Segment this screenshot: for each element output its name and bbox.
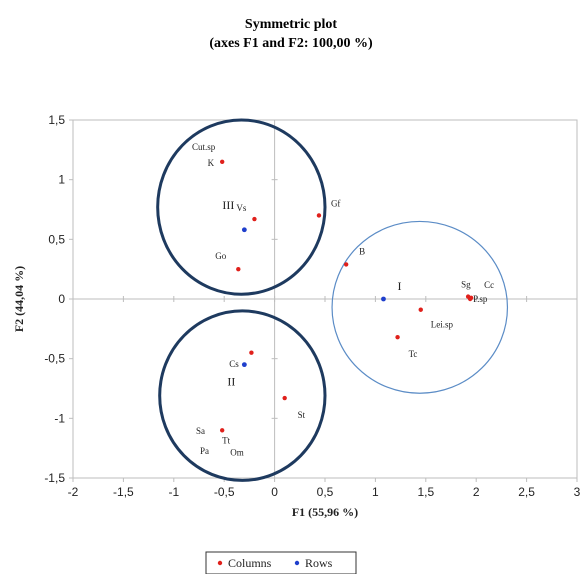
- y-tick-label: 1: [58, 173, 65, 187]
- point-label: K: [208, 158, 215, 168]
- x-tick-label: -0,5: [214, 485, 235, 499]
- cluster-ellipse: [331, 220, 509, 394]
- columns-point: [343, 262, 349, 267]
- point-label: Cut.sp: [192, 142, 216, 152]
- x-tick-label: 2: [473, 485, 480, 499]
- chart-subtitle: (axes F1 and F2: 100,00 %): [209, 36, 373, 51]
- axes-group: -2 -1,5 -1 -0,5 0 0,5 1 1,5 2 2,5 3-1,5-1-0,500,51…: [44, 113, 580, 499]
- legend-box: [205, 551, 357, 574]
- x-tick-label: 1: [372, 485, 379, 499]
- legend-rows-label: Rows: [305, 556, 333, 570]
- columns-point: [236, 266, 241, 272]
- x-tick-label: 1,5: [417, 485, 434, 499]
- columns-point: [467, 296, 473, 302]
- legend-columns-label: Columns: [228, 556, 272, 570]
- rows-point: [381, 296, 386, 302]
- columns-point: [418, 307, 423, 312]
- point-label: Pa: [200, 446, 209, 456]
- x-tick-label: -1,5: [113, 485, 134, 499]
- cluster-ellipse: [158, 309, 327, 482]
- legend-rows-marker: [294, 560, 300, 566]
- y-tick-label: -1,5: [44, 471, 65, 485]
- point-label: Sg: [461, 280, 471, 290]
- columns-point: [282, 395, 287, 401]
- y-tick-label: 0,5: [48, 232, 65, 246]
- columns-point: [219, 428, 225, 433]
- x-axis-label: F1 (55,96 %): [292, 505, 358, 519]
- point-label: St: [298, 410, 306, 420]
- columns-point: [395, 334, 400, 340]
- point-label: Lei.sp: [431, 320, 454, 330]
- x-tick-label: 0,5: [317, 485, 334, 499]
- y-tick-label: -1: [54, 411, 65, 425]
- x-tick-label: 2,5: [518, 485, 535, 499]
- columns-point: [249, 350, 254, 355]
- y-axis-label: F2 (44,04 %): [12, 266, 26, 332]
- point-label: Sa: [196, 426, 205, 436]
- cluster-ellipses: [156, 118, 509, 482]
- point-label: Cs: [229, 359, 239, 369]
- point-label: I: [397, 279, 401, 293]
- x-tick-label: -1: [168, 485, 179, 499]
- point-label: II: [227, 375, 235, 389]
- rows-point: [241, 362, 247, 368]
- legend: Columns Rows: [205, 551, 357, 574]
- x-tick-label: 3: [574, 485, 581, 499]
- columns-point: [252, 216, 257, 222]
- data-points: [219, 159, 474, 433]
- legend-columns-marker: [217, 560, 223, 566]
- point-label: B: [359, 246, 365, 256]
- rows-point: [241, 227, 247, 233]
- point-label: Go: [215, 251, 226, 261]
- x-tick-label: -2: [68, 485, 79, 499]
- point-label: P.sp: [473, 294, 488, 304]
- point-label: Vs: [236, 203, 246, 213]
- y-tick-label: 0: [58, 292, 65, 306]
- point-label: Tc: [409, 349, 418, 359]
- y-tick-label: -0,5: [44, 352, 65, 366]
- chart-title: Symmetric plot: [245, 17, 337, 32]
- point-label: Cc: [484, 280, 494, 290]
- x-tick-label: 0: [271, 485, 278, 499]
- point-label: III: [222, 198, 234, 212]
- point-label: Om: [230, 447, 244, 457]
- cluster-ellipse: [156, 118, 327, 296]
- columns-point: [219, 159, 225, 164]
- columns-point: [316, 213, 322, 218]
- point-label: Gf: [331, 198, 341, 208]
- y-tick-label: 1,5: [48, 113, 65, 127]
- point-label: Tt: [222, 435, 230, 445]
